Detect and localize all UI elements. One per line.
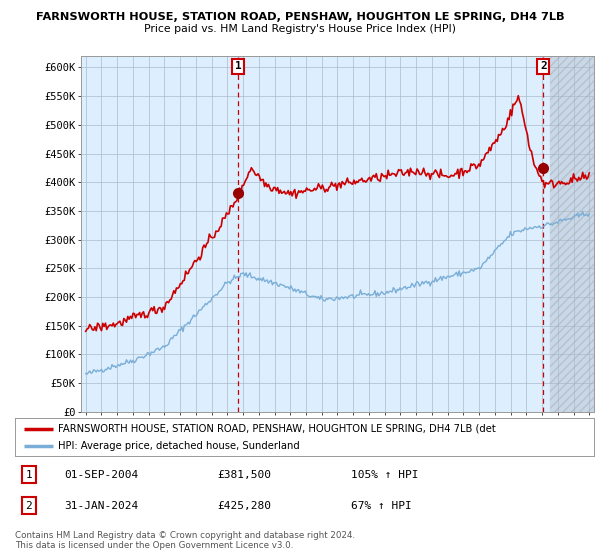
Bar	[550, 56, 597, 412]
Text: FARNSWORTH HOUSE, STATION ROAD, PENSHAW, HOUGHTON LE SPRING, DH4 7LB (det: FARNSWORTH HOUSE, STATION ROAD, PENSHAW,…	[58, 424, 496, 434]
Text: 01-SEP-2004: 01-SEP-2004	[64, 470, 139, 480]
Text: HPI: Average price, detached house, Sunderland: HPI: Average price, detached house, Sund…	[58, 441, 300, 451]
Text: 67% ↑ HPI: 67% ↑ HPI	[351, 501, 412, 511]
Text: FARNSWORTH HOUSE, STATION ROAD, PENSHAW, HOUGHTON LE SPRING, DH4 7LB: FARNSWORTH HOUSE, STATION ROAD, PENSHAW,…	[35, 12, 565, 22]
Text: 1: 1	[25, 470, 32, 480]
Text: £381,500: £381,500	[218, 470, 272, 480]
Text: £425,280: £425,280	[218, 501, 272, 511]
Text: 105% ↑ HPI: 105% ↑ HPI	[351, 470, 418, 480]
Text: 2: 2	[540, 62, 547, 71]
Text: 31-JAN-2024: 31-JAN-2024	[64, 501, 139, 511]
Text: Price paid vs. HM Land Registry's House Price Index (HPI): Price paid vs. HM Land Registry's House …	[144, 24, 456, 34]
Bar	[550, 56, 597, 412]
Text: 2: 2	[25, 501, 32, 511]
Text: Contains HM Land Registry data © Crown copyright and database right 2024.
This d: Contains HM Land Registry data © Crown c…	[15, 531, 355, 550]
Text: 1: 1	[235, 62, 241, 71]
